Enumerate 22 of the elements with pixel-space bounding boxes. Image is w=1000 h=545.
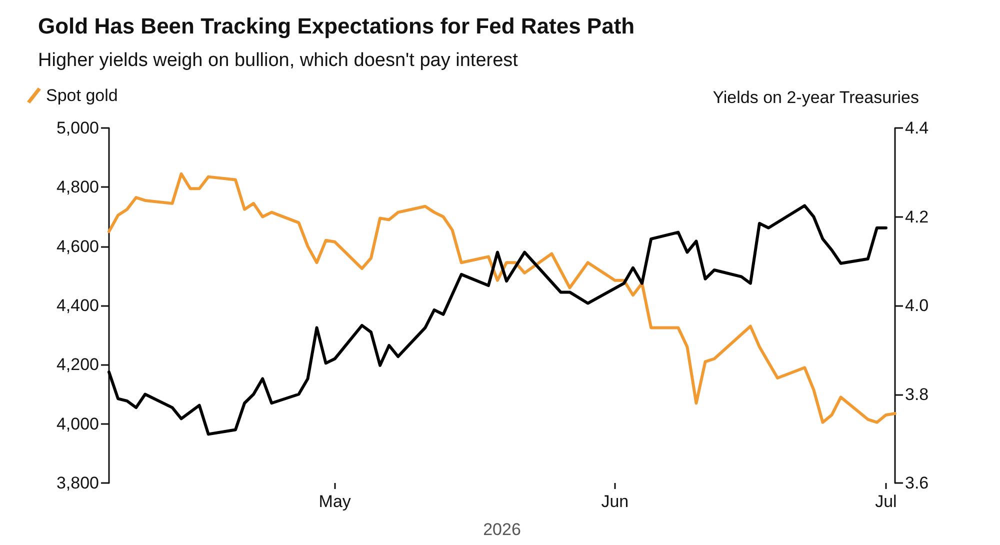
y-tick-label: 4,400 — [56, 296, 99, 315]
y-tick-label: 4,600 — [56, 236, 99, 256]
y2-tick-label: 4.2 — [905, 207, 929, 226]
y-tick-label: 4,200 — [56, 355, 99, 374]
y-tick-label: 4,800 — [56, 178, 99, 197]
line-series — [108, 172, 896, 424]
x-tick-label: Jul — [875, 492, 897, 511]
x-tick-label: Jun — [601, 492, 629, 511]
x-axis-title: 2026 — [483, 520, 521, 539]
y-tick-label: 4,000 — [56, 414, 99, 434]
y-tick-label: 3,800 — [56, 474, 99, 492]
y2-tick-label: 4.4 — [905, 118, 929, 138]
y-tick-label: 5,000 — [56, 118, 99, 138]
legend-label: Spot gold — [46, 86, 118, 105]
y2-axis-title: Yields on 2-year Treasuries — [712, 88, 919, 107]
x-tick-label: May — [318, 492, 352, 511]
y2-tick-label: 4.0 — [905, 296, 929, 315]
chart-subtitle: Higher yields weigh on bullion, which doesn't pay interest — [38, 50, 519, 71]
line-series — [108, 204, 888, 436]
y2-tick-label: 3.6 — [905, 474, 929, 492]
y2-tick-label: 3.8 — [905, 384, 929, 404]
chart-title: Gold Has Been Tracking Expectations for Fed Rates Path — [38, 14, 635, 38]
